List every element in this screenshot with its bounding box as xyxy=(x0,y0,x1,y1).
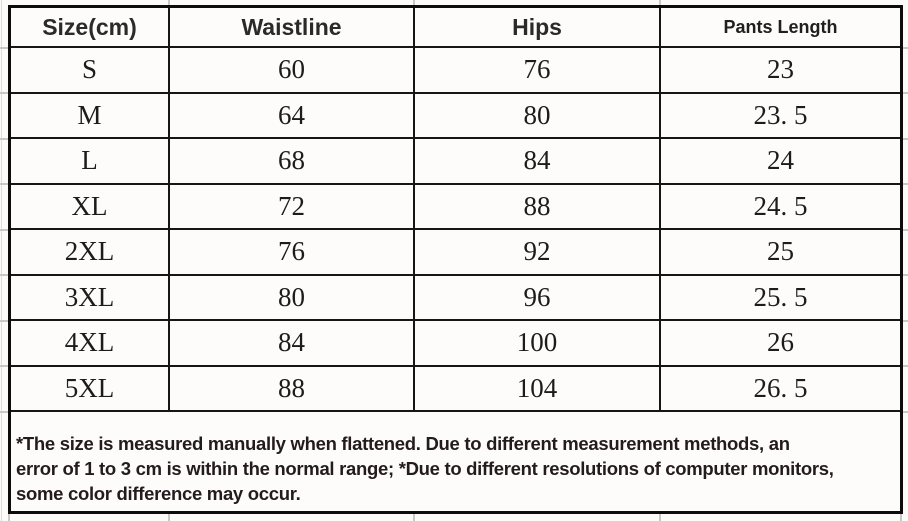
grid-remnant xyxy=(903,47,908,49)
cell-hips: 92 xyxy=(415,230,661,276)
cell-pants-length: 24. 5 xyxy=(661,185,900,230)
grid-remnant xyxy=(903,274,908,276)
grid-remnant xyxy=(659,514,661,521)
grid-remnant xyxy=(903,411,908,413)
cell-waistline: 72 xyxy=(170,184,415,230)
cell-hips: 84 xyxy=(415,139,661,185)
cell-size: 4XL xyxy=(11,321,170,367)
cell-waistline: 88 xyxy=(170,366,415,412)
measurement-disclaimer: *The size is measured manually when flat… xyxy=(11,412,900,511)
cell-size: L xyxy=(11,139,170,185)
grid-remnant xyxy=(168,0,170,5)
size-chart-table: Size(cm) Waistline Hips Pants Length S 6… xyxy=(8,5,903,514)
cell-hips: 104 xyxy=(415,366,661,412)
cell-size: M xyxy=(11,93,170,139)
cell-waistline: 80 xyxy=(170,275,415,321)
grid-remnant xyxy=(413,514,415,521)
grid-remnant xyxy=(0,183,8,185)
disclaimer-line-2: error of 1 to 3 cm is within the normal … xyxy=(16,458,834,479)
cell-hips: 80 xyxy=(415,93,661,139)
cell-size: 5XL xyxy=(11,366,170,412)
header-size: Size(cm) xyxy=(11,8,170,48)
disclaimer-line-1: *The size is measured manually when flat… xyxy=(16,433,790,454)
cell-pants-length: 24 xyxy=(661,139,900,185)
cell-pants-length: 23 xyxy=(661,48,900,94)
grid-remnant xyxy=(903,229,908,231)
grid-remnant xyxy=(0,47,8,49)
grid-remnant xyxy=(659,0,661,5)
grid-remnant xyxy=(8,514,10,521)
cell-hips: 76 xyxy=(415,48,661,94)
cell-size: XL xyxy=(11,184,170,230)
cell-hips: 96 xyxy=(415,275,661,321)
cell-hips: 100 xyxy=(415,321,661,367)
grid-remnant xyxy=(0,92,8,94)
grid-remnant xyxy=(903,92,908,94)
grid-remnant xyxy=(0,320,8,322)
cell-waistline: 84 xyxy=(170,321,415,367)
cell-hips: 88 xyxy=(415,184,661,230)
grid-remnant xyxy=(903,365,908,367)
cell-size: S xyxy=(11,48,170,94)
grid-remnant xyxy=(413,0,415,5)
cell-size: 3XL xyxy=(11,275,170,321)
cell-waistline: 76 xyxy=(170,230,415,276)
grid-remnant xyxy=(900,514,902,521)
grid-remnant xyxy=(0,138,8,140)
disclaimer-line-3: some color difference may occur. xyxy=(16,483,301,504)
grid-remnant xyxy=(168,514,170,521)
grid-remnant xyxy=(903,320,908,322)
cell-pants-length: 26 xyxy=(661,321,900,367)
header-pants-length: Pants Length xyxy=(661,8,900,48)
cell-size: 2XL xyxy=(11,230,170,276)
grid-remnant-left-edge xyxy=(1,0,2,521)
cell-pants-length: 23. 5 xyxy=(661,94,900,139)
grid-remnant xyxy=(0,229,8,231)
grid-remnant xyxy=(0,274,8,276)
cell-pants-length: 26. 5 xyxy=(661,367,900,412)
grid-remnant xyxy=(903,138,908,140)
cell-pants-length: 25. 5 xyxy=(661,276,900,321)
header-hips: Hips xyxy=(415,8,661,48)
cell-waistline: 60 xyxy=(170,48,415,94)
grid-remnant xyxy=(0,411,8,413)
grid-remnant xyxy=(903,183,908,185)
cell-waistline: 64 xyxy=(170,93,415,139)
header-waistline: Waistline xyxy=(170,8,415,48)
cell-waistline: 68 xyxy=(170,139,415,185)
grid-remnant xyxy=(0,365,8,367)
cell-pants-length: 25 xyxy=(661,230,900,276)
